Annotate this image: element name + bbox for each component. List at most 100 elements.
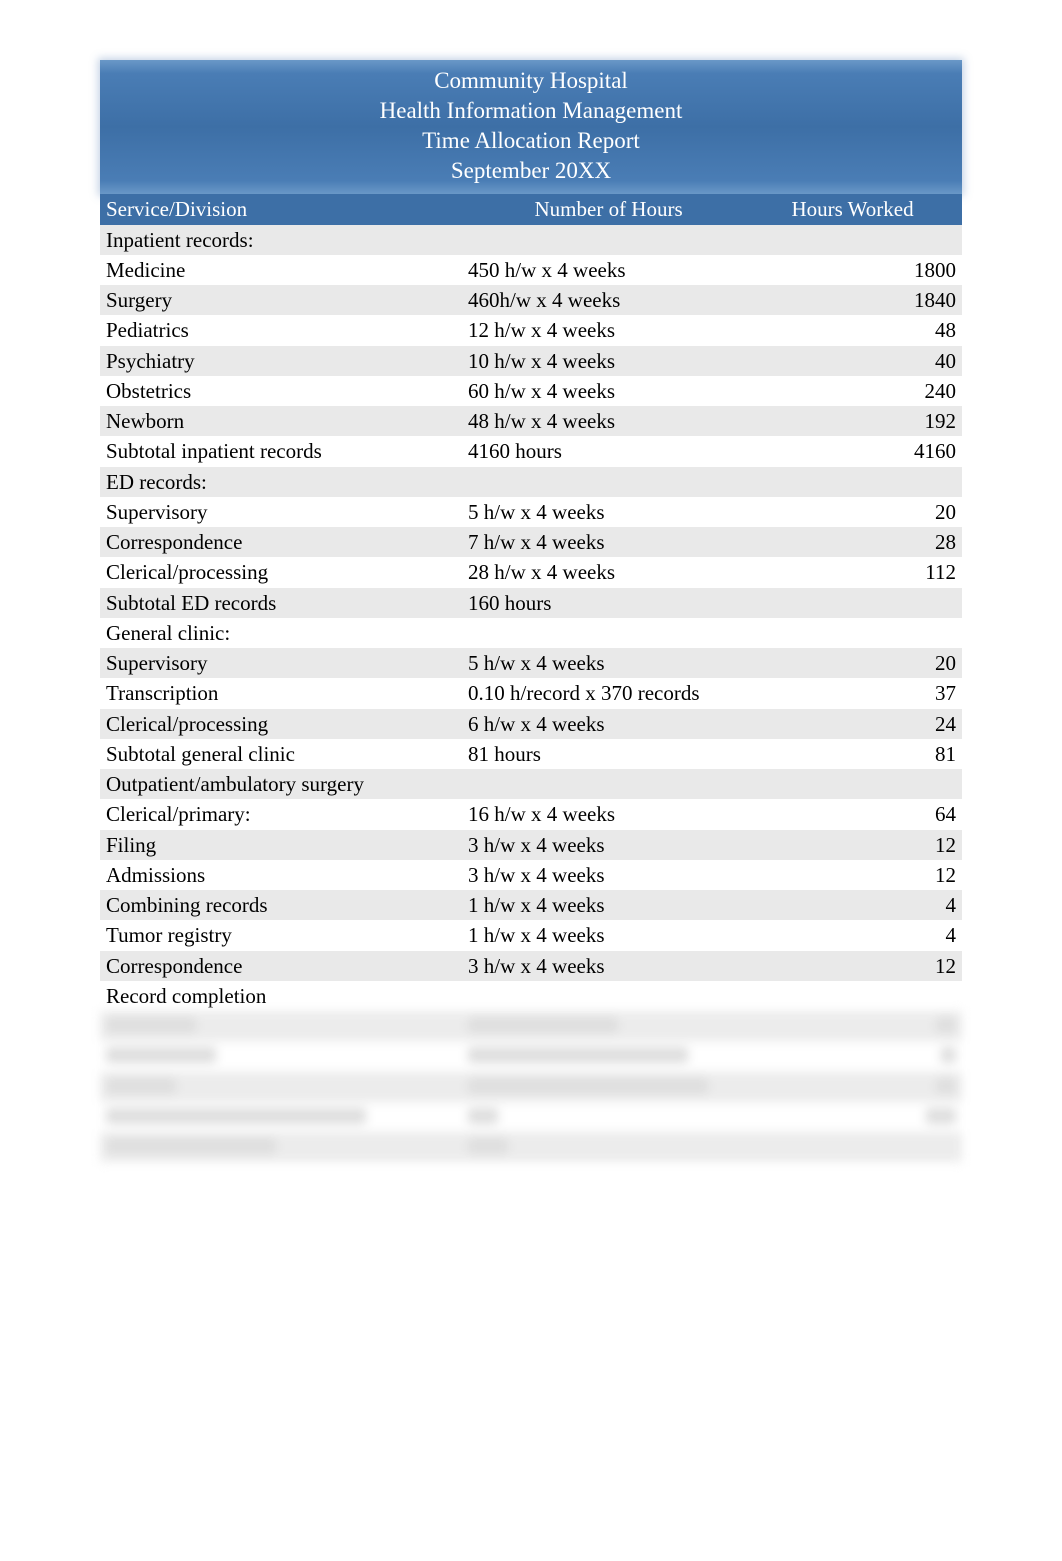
header-row: Service/Division Number of Hours Hours W… <box>100 194 962 225</box>
cell-hoursworked <box>755 467 962 497</box>
table-row: Subtotal inpatient records4160 hours4160 <box>100 436 962 466</box>
cell-hoursworked: 40 <box>755 346 962 376</box>
table-row: Admissions3 h/w x 4 weeks12 <box>100 860 962 890</box>
cell-numhours: 450 h/w x 4 weeks <box>462 255 755 285</box>
cell-hoursworked: 1800 <box>755 255 962 285</box>
cell-numhours: 16 h/w x 4 weeks <box>462 799 755 829</box>
cell-numhours: 1 h/w x 4 weeks <box>462 890 755 920</box>
cell-service: Transcription <box>100 678 462 708</box>
cell-numhours: 460h/w x 4 weeks <box>462 285 755 315</box>
cell-hoursworked: 20 <box>755 497 962 527</box>
cell-blurred <box>755 1011 962 1041</box>
cell-service: ED records: <box>100 467 462 497</box>
cell-numhours: 0.10 h/record x 370 records <box>462 678 755 708</box>
cell-numhours: 12 h/w x 4 weeks <box>462 315 755 345</box>
cell-blurred <box>755 1072 962 1102</box>
cell-numhours: 3 h/w x 4 weeks <box>462 860 755 890</box>
cell-hoursworked <box>755 225 962 255</box>
cell-hoursworked: 64 <box>755 799 962 829</box>
title-line2: Health Information Management <box>100 96 962 126</box>
table-row: Supervisory5 h/w x 4 weeks20 <box>100 648 962 678</box>
table-row: Record completion <box>100 981 962 1011</box>
cell-hoursworked <box>755 981 962 1011</box>
cell-hoursworked: 37 <box>755 678 962 708</box>
cell-blurred <box>755 1041 962 1071</box>
table-row: Transcription0.10 h/record x 370 records… <box>100 678 962 708</box>
cell-service: Subtotal ED records <box>100 588 462 618</box>
cell-hoursworked: 4 <box>755 890 962 920</box>
cell-numhours: 10 h/w x 4 weeks <box>462 346 755 376</box>
cell-service: Psychiatry <box>100 346 462 376</box>
cell-service: Correspondence <box>100 527 462 557</box>
cell-hoursworked: 24 <box>755 709 962 739</box>
table-row: Obstetrics60 h/w x 4 weeks240 <box>100 376 962 406</box>
table-row-blurred <box>100 1072 962 1102</box>
cell-service: General clinic: <box>100 618 462 648</box>
cell-hoursworked: 240 <box>755 376 962 406</box>
table-row: Combining records1 h/w x 4 weeks4 <box>100 890 962 920</box>
cell-blurred <box>100 1072 462 1102</box>
cell-numhours: 3 h/w x 4 weeks <box>462 830 755 860</box>
cell-blurred <box>100 1011 462 1041</box>
table-row-blurred <box>100 1102 962 1132</box>
table-row: Medicine450 h/w x 4 weeks1800 <box>100 255 962 285</box>
cell-numhours: 28 h/w x 4 weeks <box>462 557 755 587</box>
cell-hoursworked: 12 <box>755 860 962 890</box>
cell-service: Filing <box>100 830 462 860</box>
cell-service: Tumor registry <box>100 920 462 950</box>
cell-hoursworked: 4 <box>755 920 962 950</box>
table-row: Outpatient/ambulatory surgery <box>100 769 962 799</box>
cell-service: Outpatient/ambulatory surgery <box>100 769 462 799</box>
cell-service: Combining records <box>100 890 462 920</box>
cell-hoursworked: 81 <box>755 739 962 769</box>
table-row: Clerical/processing28 h/w x 4 weeks112 <box>100 557 962 587</box>
cell-service: Supervisory <box>100 497 462 527</box>
cell-blurred <box>100 1132 462 1162</box>
cell-service: Subtotal inpatient records <box>100 436 462 466</box>
table-row: Subtotal general clinic81 hours81 <box>100 739 962 769</box>
cell-service: Medicine <box>100 255 462 285</box>
cell-hoursworked <box>755 769 962 799</box>
table-row: Subtotal ED records160 hours <box>100 588 962 618</box>
cell-hoursworked <box>755 588 962 618</box>
cell-service: Clerical/primary: <box>100 799 462 829</box>
cell-numhours: 81 hours <box>462 739 755 769</box>
table-row-blurred <box>100 1011 962 1041</box>
cell-numhours: 60 h/w x 4 weeks <box>462 376 755 406</box>
cell-blurred <box>462 1041 755 1071</box>
cell-numhours: 3 h/w x 4 weeks <box>462 951 755 981</box>
table-row: Clerical/processing6 h/w x 4 weeks24 <box>100 709 962 739</box>
table-row: Newborn48 h/w x 4 weeks192 <box>100 406 962 436</box>
cell-hoursworked: 192 <box>755 406 962 436</box>
cell-service: Record completion <box>100 981 462 1011</box>
cell-numhours <box>462 467 755 497</box>
cell-numhours <box>462 618 755 648</box>
cell-service: Newborn <box>100 406 462 436</box>
table-row: Supervisory5 h/w x 4 weeks20 <box>100 497 962 527</box>
cell-blurred <box>755 1132 962 1162</box>
cell-blurred <box>462 1072 755 1102</box>
cell-numhours <box>462 225 755 255</box>
cell-service: Obstetrics <box>100 376 462 406</box>
col-header-numhours: Number of Hours <box>462 194 755 225</box>
cell-numhours <box>462 981 755 1011</box>
report-table: Community Hospital Health Information Ma… <box>100 60 962 1162</box>
table-row: Clerical/primary:16 h/w x 4 weeks64 <box>100 799 962 829</box>
cell-numhours: 1 h/w x 4 weeks <box>462 920 755 950</box>
report-table-wrap: Community Hospital Health Information Ma… <box>100 60 962 1162</box>
cell-service: Correspondence <box>100 951 462 981</box>
cell-service: Clerical/processing <box>100 709 462 739</box>
cell-numhours: 5 h/w x 4 weeks <box>462 497 755 527</box>
cell-numhours <box>462 769 755 799</box>
cell-service: Inpatient records: <box>100 225 462 255</box>
cell-numhours: 48 h/w x 4 weeks <box>462 406 755 436</box>
cell-hoursworked: 12 <box>755 830 962 860</box>
cell-blurred <box>462 1011 755 1041</box>
title-line4: September 20XX <box>100 156 962 186</box>
col-header-service: Service/Division <box>100 194 462 225</box>
cell-service: Clerical/processing <box>100 557 462 587</box>
cell-numhours: 5 h/w x 4 weeks <box>462 648 755 678</box>
cell-numhours: 6 h/w x 4 weeks <box>462 709 755 739</box>
cell-hoursworked: 4160 <box>755 436 962 466</box>
cell-hoursworked: 20 <box>755 648 962 678</box>
